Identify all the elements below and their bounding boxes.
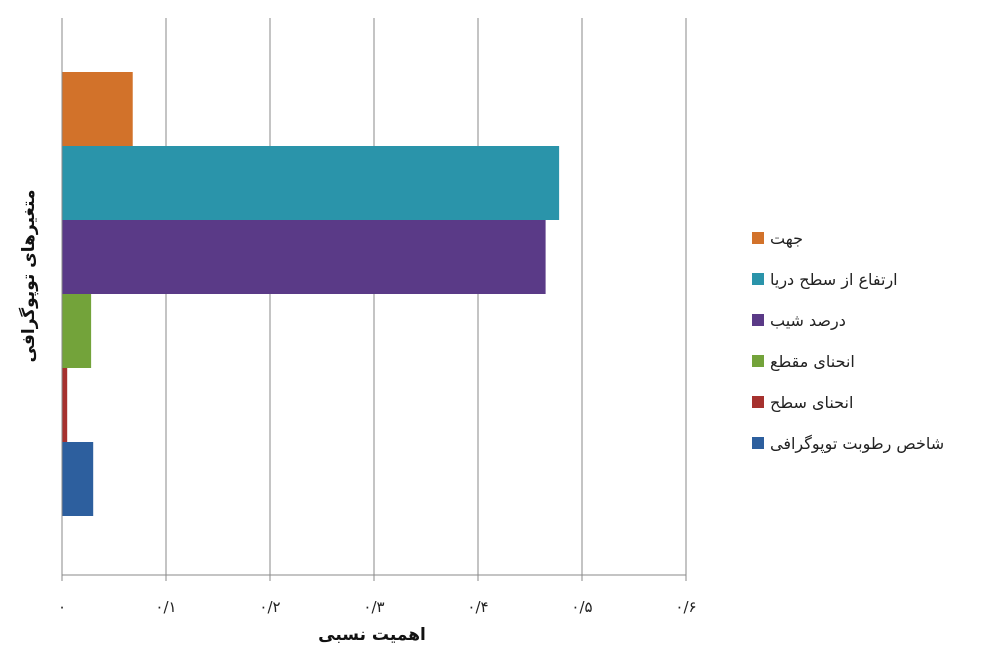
x-tick-label: ۰/۳ xyxy=(363,598,384,616)
x-tick-label: ۰/۱ xyxy=(155,598,176,616)
legend-label: ارتفاع از سطح دریا xyxy=(770,270,898,290)
axes xyxy=(61,18,687,581)
x-tick-label: ۰ xyxy=(58,598,66,616)
legend-swatch xyxy=(752,232,764,244)
y-axis-title: متغیرهای توپوگرافی xyxy=(18,190,39,363)
x-axis-title: اهمیت نسبی xyxy=(318,625,426,645)
gridlines xyxy=(165,18,687,575)
x-tick-label: ۰/۲ xyxy=(259,598,280,616)
bar xyxy=(62,294,92,368)
bar xyxy=(62,146,560,220)
legend-item: درصد شیب xyxy=(752,311,846,331)
x-tick-label: ۰/۴ xyxy=(467,598,488,616)
bar xyxy=(62,72,133,146)
legend-label: درصد شیب xyxy=(770,311,846,331)
legend-swatch xyxy=(752,355,764,367)
legend-label: جهت xyxy=(770,229,803,249)
legend-item: انحنای مقطع xyxy=(752,352,855,372)
legend-label: شاخص رطوبت توپوگرافی xyxy=(770,434,944,454)
legend-item: انحنای سطح xyxy=(752,393,853,413)
legend-swatch xyxy=(752,314,764,326)
legend-label: انحنای مقطع xyxy=(770,352,855,372)
x-tick-label: ۰/۶ xyxy=(675,598,696,616)
legend-swatch xyxy=(752,437,764,449)
legend-item: جهت xyxy=(752,229,803,249)
bar xyxy=(62,368,68,442)
legend-swatch xyxy=(752,396,764,408)
legend-label: انحنای سطح xyxy=(770,393,853,413)
x-tick-label: ۰/۵ xyxy=(571,598,592,616)
x-tick-labels: ۰ ۰/۱ ۰/۲ ۰/۳ ۰/۴ ۰/۵ ۰/۶ xyxy=(58,598,697,616)
bar xyxy=(62,220,546,294)
legend: جهت ارتفاع از سطح دریا درصد شیب انحنای مقطع… xyxy=(752,229,944,454)
bar xyxy=(62,442,94,516)
legend-item: ارتفاع از سطح دریا xyxy=(752,270,898,290)
legend-swatch xyxy=(752,273,764,285)
bars xyxy=(62,72,560,516)
legend-item: شاخص رطوبت توپوگرافی xyxy=(752,434,944,454)
